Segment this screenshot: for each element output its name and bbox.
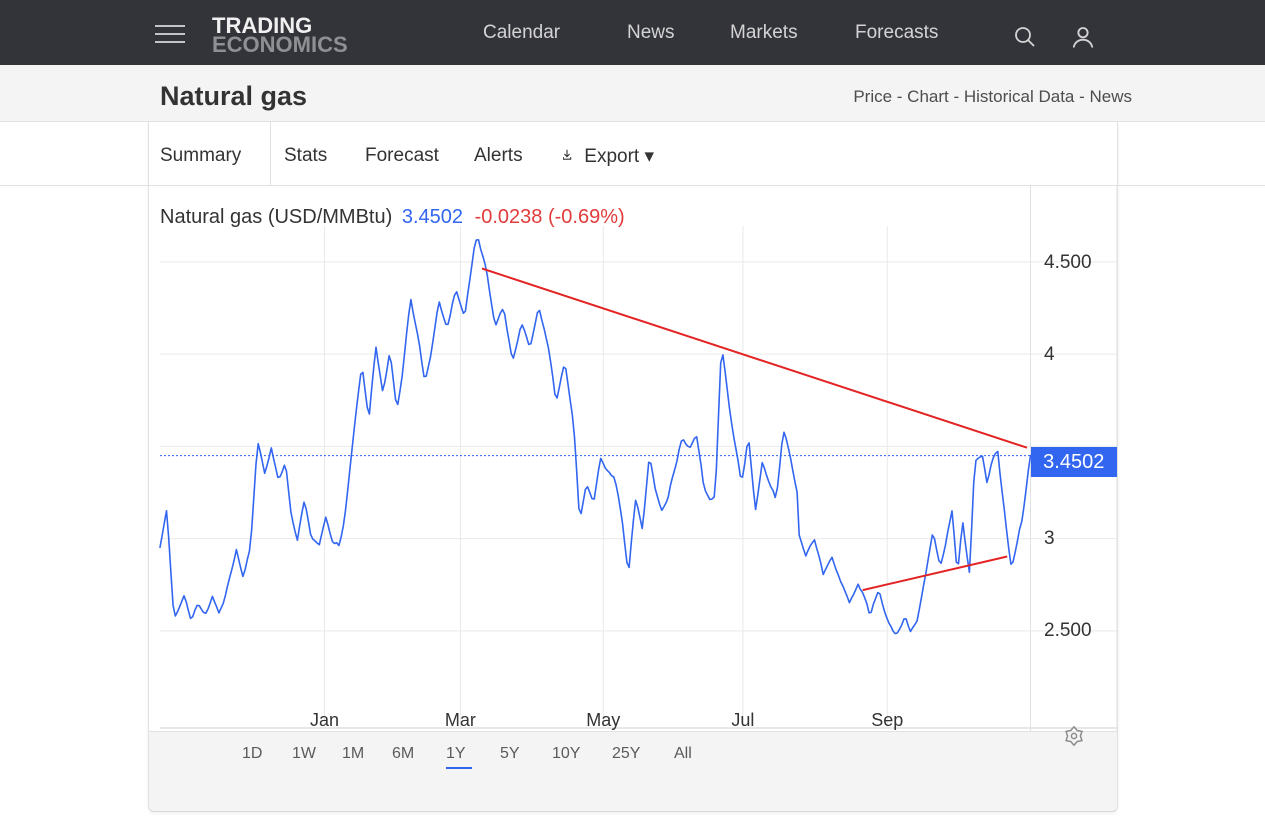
svg-text:Jan: Jan xyxy=(310,710,339,730)
svg-text:4.500: 4.500 xyxy=(1044,252,1092,273)
svg-text:2.500: 2.500 xyxy=(1044,620,1092,641)
svg-text:Sep: Sep xyxy=(871,710,903,730)
svg-text:Jul: Jul xyxy=(731,710,754,730)
svg-text:Mar: Mar xyxy=(445,710,476,730)
svg-text:3: 3 xyxy=(1044,528,1055,549)
svg-text:May: May xyxy=(586,710,620,730)
svg-text:4: 4 xyxy=(1044,344,1055,365)
